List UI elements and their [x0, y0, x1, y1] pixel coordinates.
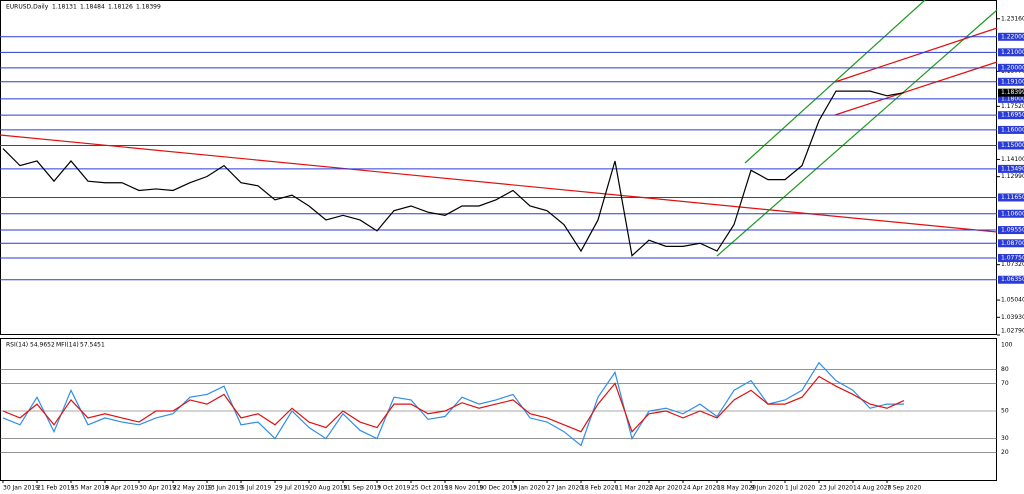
y-tick-label: 1.12990 [1001, 173, 1024, 180]
level-label-box [998, 63, 1024, 72]
x-tick-label: 14 Aug 2020 [853, 485, 892, 492]
level-label: 1.18000 [1001, 95, 1024, 102]
y-tick-label: 1.07320 [1001, 261, 1024, 268]
level-label: 1.08700 [1001, 240, 1024, 247]
indicator-panel [0, 338, 997, 481]
price-label-box [998, 88, 1024, 97]
x-tick-label: 10 Dec 2019 [479, 485, 518, 492]
y-tick-label: 1.05040 [1001, 297, 1024, 304]
trendline [834, 61, 998, 116]
y-tick-label: 1.23160 [1001, 15, 1024, 22]
level-label-box [998, 239, 1024, 248]
level-label-box [998, 94, 1024, 103]
level-label: 1.22000 [1001, 33, 1024, 40]
indicator-name: MFI(14) [56, 342, 79, 349]
x-tick-label: 2 Apr 2020 [649, 485, 682, 492]
level-label-box [998, 226, 1024, 235]
trendline [0, 134, 998, 233]
ohlc-value: 1.18484 [80, 4, 105, 11]
y-tick-label: 80 [1001, 366, 1009, 373]
level-label: 1.16950 [1001, 112, 1024, 119]
level-label: 1.07750 [1001, 255, 1024, 262]
y-tick-label: 1.17520 [1001, 103, 1024, 110]
level-label: 1.19100 [1001, 78, 1024, 85]
y-tick-label: 70 [1001, 380, 1009, 387]
x-tick-label: 1 Jul 2020 [785, 485, 815, 492]
trendline [716, 9, 998, 257]
ohlc-value: 1.18126 [108, 4, 133, 11]
x-tick-label: 15 Mar 2019 [71, 485, 109, 492]
y-tick-label: 1.14100 [1001, 156, 1024, 163]
indicator-value: 57.5451 [80, 342, 105, 349]
x-tick-label: 30 Apr 2019 [139, 485, 176, 492]
x-tick-label: 21 Feb 2019 [37, 485, 75, 492]
x-tick-label: 11 Mar 2020 [615, 485, 653, 492]
x-tick-label: 30 Jan 2019 [3, 485, 39, 492]
x-tick-label: 27 Jan 2020 [547, 485, 583, 492]
y-tick-label: 1.02790 [1001, 328, 1024, 335]
x-tick-label: 13 Jun 2019 [207, 485, 243, 492]
level-label: 1.21000 [1001, 49, 1024, 56]
level-label: 1.13490 [1001, 165, 1024, 172]
y-tick-label: 30 [1001, 435, 1009, 442]
x-tick-label: 5 Jul 2019 [241, 485, 271, 492]
x-tick-label: 7 Sep 2020 [887, 485, 921, 492]
x-tick-label: 29 Jul 2019 [275, 485, 309, 492]
x-tick-label: 20 Aug 2019 [309, 485, 348, 492]
price-panel [0, 0, 997, 335]
x-tick-label: 18 Nov 2019 [445, 485, 484, 492]
level-label: 1.11650 [1001, 194, 1024, 201]
x-tick-label: 11 Sep 2019 [343, 485, 381, 492]
x-tick-label: 9 Jun 2020 [751, 485, 783, 492]
x-tick-label: 23 Jul 2020 [819, 485, 853, 492]
price-line [2, 90, 905, 257]
indicator-name: RSI(14) [6, 342, 28, 349]
level-label-box [998, 141, 1024, 150]
ohlc-value: 1.18131 [52, 4, 77, 11]
y-tick-label: 20 [1001, 449, 1009, 456]
indicator-value: 54.9652 [30, 342, 55, 349]
y-tick-label: 1.03930 [1001, 314, 1024, 321]
level-label-box [998, 125, 1024, 134]
x-tick-label: 3 Oct 2019 [377, 485, 410, 492]
level-label: 1.10600 [1001, 210, 1024, 217]
x-tick-label: 8 Apr 2019 [105, 485, 138, 492]
x-tick-label: 18 May 2020 [717, 485, 756, 492]
y-tick-label: 100 [1001, 342, 1013, 349]
level-label: 1.09550 [1001, 227, 1024, 234]
level-label: 1.15000 [1001, 142, 1024, 149]
level-label-box [998, 111, 1024, 120]
level-label-box [998, 48, 1024, 57]
price-label: 1.18399 [1001, 89, 1024, 96]
x-tick-label: 18 Feb 2020 [581, 485, 619, 492]
level-label: 1.16000 [1001, 126, 1024, 133]
level-label-box [998, 32, 1024, 41]
level-label-box [998, 77, 1024, 86]
x-tick-label: 22 May 2019 [173, 485, 212, 492]
level-label-box [998, 254, 1024, 263]
level-label: 1.06350 [1001, 276, 1024, 283]
level-label-box [998, 275, 1024, 284]
x-tick-label: 3 Jan 2020 [513, 485, 545, 492]
x-tick-label: 24 Apr 2020 [683, 485, 720, 492]
level-label-box [998, 209, 1024, 218]
x-tick-label: 25 Oct 2019 [411, 485, 448, 492]
ohlc-value: 1.18399 [136, 4, 161, 11]
indicator-line [2, 375, 905, 433]
level-label-box [998, 164, 1024, 173]
chart-title: EURUSD,Daily [6, 4, 49, 11]
level-label-box [998, 193, 1024, 202]
level-label: 1.20000 [1001, 64, 1024, 71]
y-tick-label: 50 [1001, 408, 1009, 415]
